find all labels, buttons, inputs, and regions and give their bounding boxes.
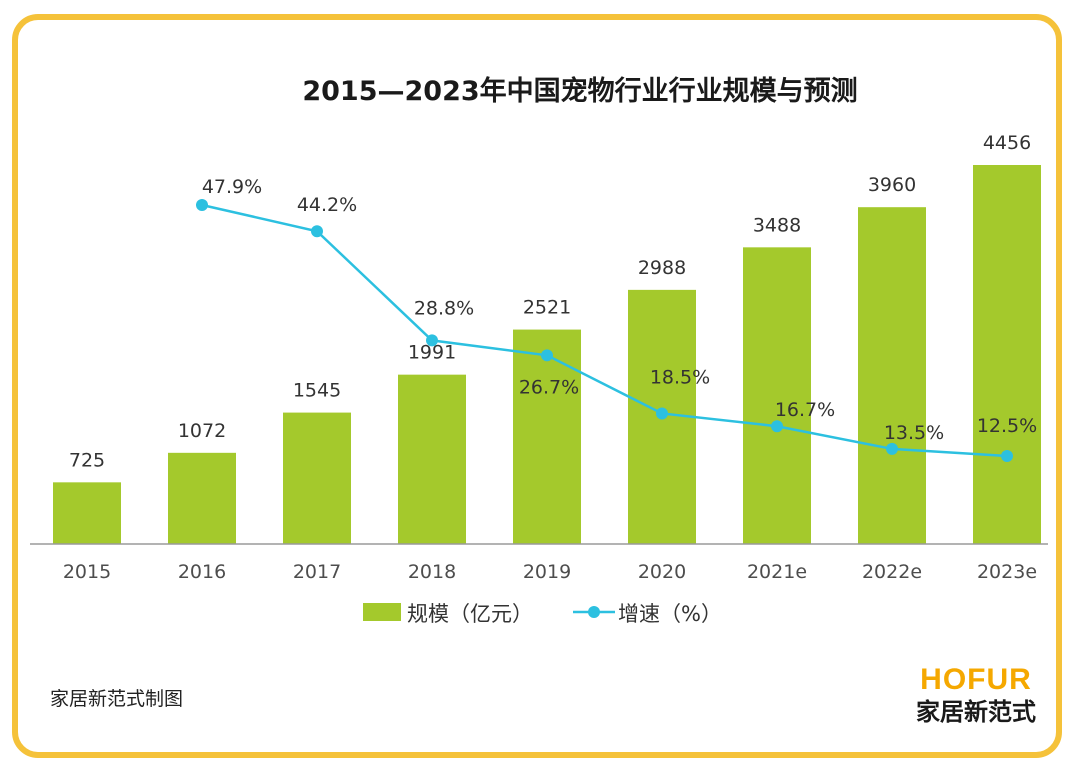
growth-point-2017 xyxy=(311,225,323,238)
legend-line-marker xyxy=(588,606,600,618)
growth-label-2020: 18.5% xyxy=(650,366,710,388)
growth-point-2023e xyxy=(1001,450,1013,462)
x-tick-2021e: 2021e xyxy=(747,561,807,583)
x-tick-2017: 2017 xyxy=(293,561,341,583)
x-tick-2023e: 2023e xyxy=(977,561,1037,583)
growth-label-2019: 26.7% xyxy=(519,376,579,398)
growth-label-2022e: 13.5% xyxy=(884,422,944,444)
x-tick-2018: 2018 xyxy=(408,561,456,583)
legend-line-label: 增速（%） xyxy=(618,602,722,626)
growth-point-2021e xyxy=(771,420,783,433)
brand-logo-en: HOFUR xyxy=(920,663,1032,696)
x-tick-2016: 2016 xyxy=(178,561,226,583)
growth-point-2016 xyxy=(196,199,208,211)
growth-label-2023e: 12.5% xyxy=(977,415,1037,437)
growth-label-2017: 44.2% xyxy=(297,194,357,216)
bar-label-2022e: 3960 xyxy=(868,174,916,196)
bar-2021e xyxy=(743,247,811,544)
source-note: 家居新范式制图 xyxy=(50,688,184,710)
x-axis-ticks: 2015 2016 2017 2018 2019 2020 2021e 2022e 2023e xyxy=(63,561,1037,583)
bar-2016 xyxy=(168,452,236,544)
growth-line-series: 47.9% 44.2% 28.8% 26.7% 18.5% 16.7% 13.5% 12.5% xyxy=(196,176,1037,462)
bar-2023e xyxy=(973,165,1041,544)
bar-2018 xyxy=(398,374,466,544)
growth-label-2016: 47.9% xyxy=(202,176,262,198)
bar-2019 xyxy=(513,329,581,544)
bar-series xyxy=(53,165,1041,545)
bar-label-2016: 1072 xyxy=(178,420,226,442)
x-tick-2015: 2015 xyxy=(63,561,111,583)
legend-bar-swatch xyxy=(363,603,401,621)
growth-point-2022e xyxy=(886,442,898,455)
bar-label-2017: 1545 xyxy=(293,380,341,402)
x-tick-2019: 2019 xyxy=(523,561,571,583)
bar-label-2015: 725 xyxy=(69,449,105,471)
legend: 规模（亿元） 增速（%） xyxy=(363,602,722,626)
bar-2022e xyxy=(858,207,926,545)
x-tick-2020: 2020 xyxy=(638,561,686,583)
brand-logo-cn: 家居新范式 xyxy=(916,698,1036,726)
bar-label-2018: 1991 xyxy=(408,342,456,364)
bar-labels: 725 1072 1545 1991 2521 2988 3488 3960 4456 xyxy=(69,132,1031,471)
brand-logo: HOFUR 家居新范式 xyxy=(916,664,1036,728)
legend-bar-label: 规模（亿元） xyxy=(407,602,533,626)
bar-2017 xyxy=(283,412,351,544)
chart-title: 2015—2023年中国宠物行业行业规模与预测 xyxy=(302,75,857,107)
bar-label-2021e: 3488 xyxy=(753,214,801,236)
x-tick-2022e: 2022e xyxy=(862,561,922,583)
bar-label-2019: 2521 xyxy=(523,297,571,319)
growth-label-2018: 28.8% xyxy=(414,297,474,319)
growth-label-2021e: 16.7% xyxy=(775,399,835,421)
growth-point-2020 xyxy=(656,407,668,420)
growth-line-path xyxy=(201,203,1008,458)
bar-label-2020: 2988 xyxy=(638,257,686,279)
growth-point-2018 xyxy=(426,334,438,347)
growth-point-2019 xyxy=(541,349,553,362)
bar-label-2023e: 4456 xyxy=(983,132,1031,154)
bar-2015 xyxy=(53,482,121,544)
